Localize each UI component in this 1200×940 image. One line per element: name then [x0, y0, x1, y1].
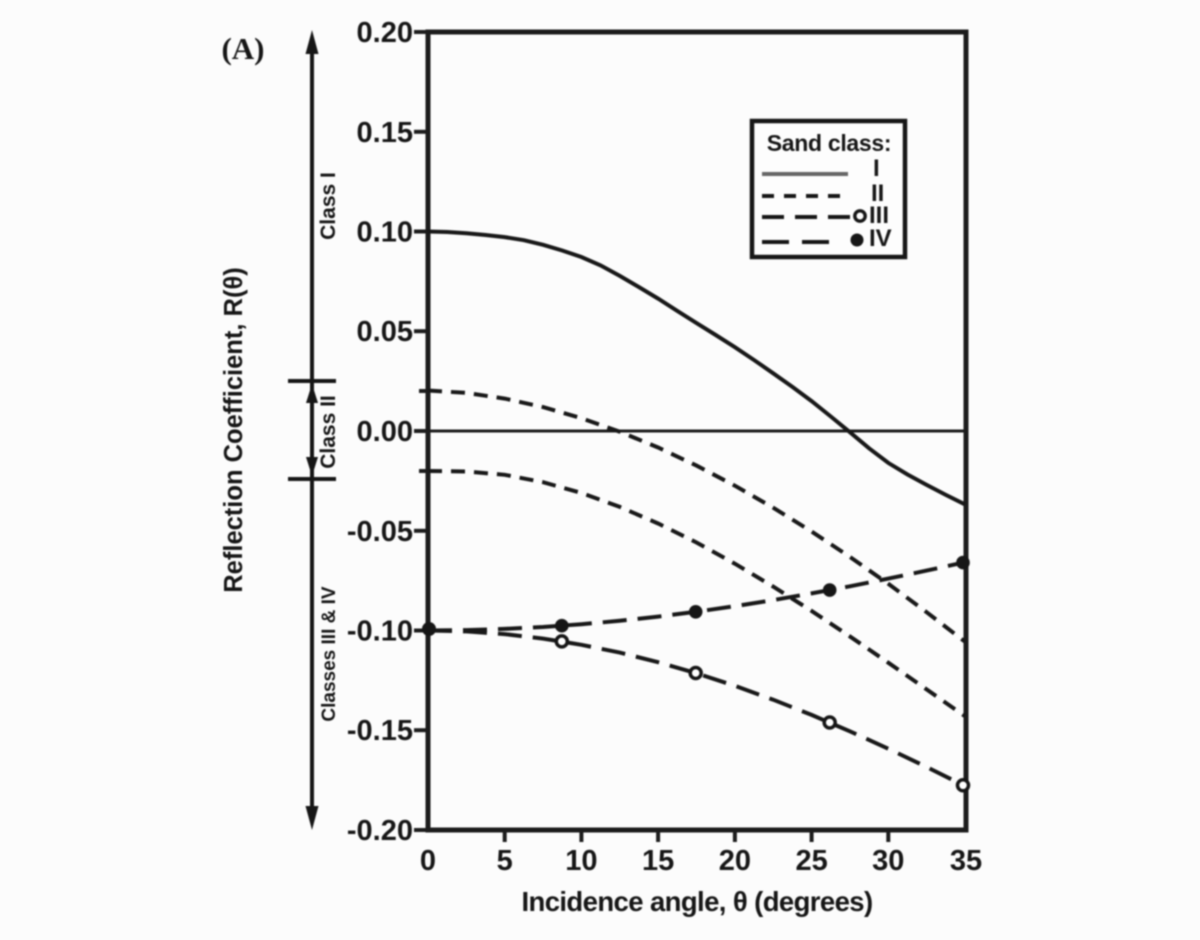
svg-text:10: 10 [565, 845, 597, 877]
svg-text:35: 35 [950, 845, 982, 877]
svg-text:30: 30 [872, 845, 904, 877]
svg-text:Class I: Class I [317, 172, 340, 240]
svg-text:-0.20: -0.20 [347, 815, 413, 847]
svg-text:25: 25 [795, 845, 827, 877]
svg-text:IV: IV [869, 225, 892, 252]
svg-text:0.15: 0.15 [357, 117, 413, 149]
svg-text:15: 15 [642, 845, 674, 877]
svg-text:II: II [871, 180, 884, 207]
svg-text:-0.15: -0.15 [347, 715, 413, 747]
svg-text:III: III [869, 202, 889, 229]
svg-text:Class II: Class II [317, 395, 340, 469]
svg-text:0.10: 0.10 [357, 217, 413, 249]
svg-text:I: I [873, 155, 880, 182]
svg-text:(A): (A) [221, 31, 264, 66]
svg-text:-0.05: -0.05 [347, 516, 413, 548]
svg-text:20: 20 [719, 845, 751, 877]
svg-text:Classes III & IV: Classes III & IV [319, 586, 340, 722]
svg-text:0.20: 0.20 [357, 17, 413, 49]
svg-text:Incidence angle, θ (degrees): Incidence angle, θ (degrees) [521, 886, 872, 917]
svg-text:0.05: 0.05 [357, 316, 413, 348]
svg-text:Reflection Coefficient, R(θ): Reflection Coefficient, R(θ) [220, 267, 248, 592]
svg-text:5: 5 [497, 845, 513, 877]
svg-text:0: 0 [420, 845, 436, 877]
svg-text:Sand class:: Sand class: [767, 130, 892, 156]
svg-text:0.00: 0.00 [357, 416, 413, 448]
svg-text:-0.10: -0.10 [347, 616, 413, 648]
